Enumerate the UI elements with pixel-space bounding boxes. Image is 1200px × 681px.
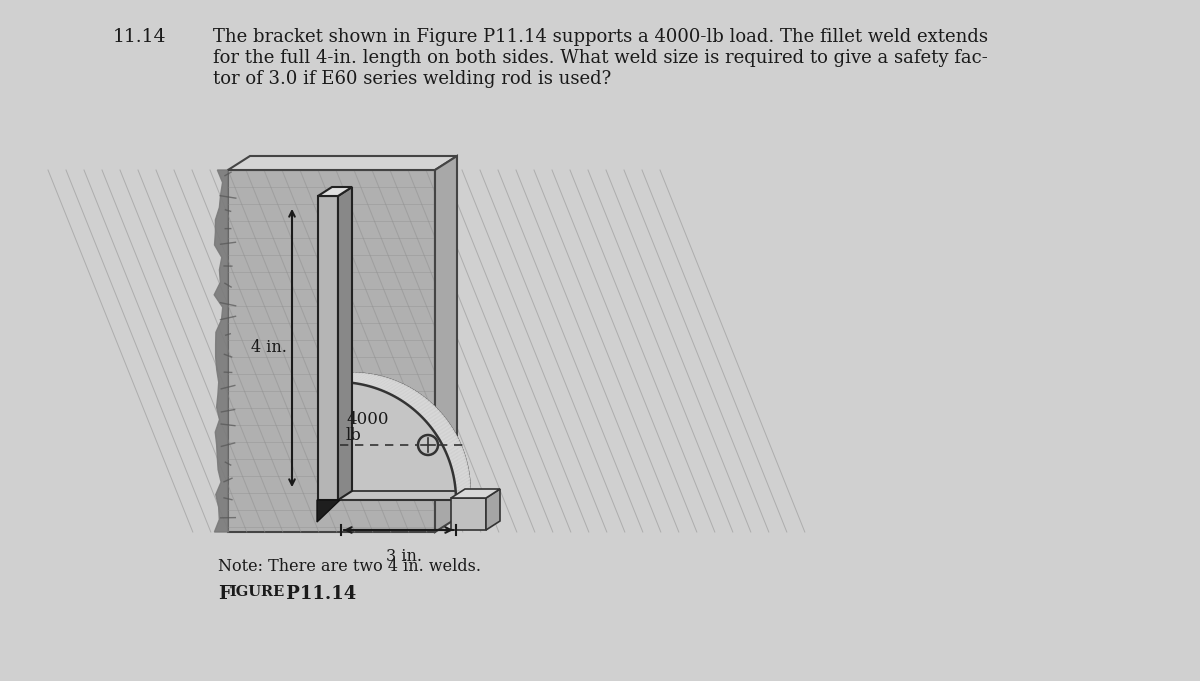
Polygon shape xyxy=(408,396,425,407)
Polygon shape xyxy=(354,374,371,383)
Polygon shape xyxy=(451,489,500,498)
Polygon shape xyxy=(350,374,367,383)
Text: 3 in.: 3 in. xyxy=(385,548,421,565)
Polygon shape xyxy=(455,475,469,488)
Polygon shape xyxy=(392,386,409,397)
Polygon shape xyxy=(425,411,440,422)
Polygon shape xyxy=(439,431,455,443)
Polygon shape xyxy=(413,400,430,411)
Polygon shape xyxy=(420,407,437,417)
Text: 11.14: 11.14 xyxy=(113,28,167,46)
Polygon shape xyxy=(449,451,464,463)
Polygon shape xyxy=(454,466,468,478)
Polygon shape xyxy=(450,454,464,466)
Polygon shape xyxy=(445,442,461,454)
Polygon shape xyxy=(352,373,470,491)
Polygon shape xyxy=(456,488,470,500)
Polygon shape xyxy=(376,379,392,389)
Polygon shape xyxy=(338,382,456,500)
Polygon shape xyxy=(362,376,380,385)
Polygon shape xyxy=(415,402,432,413)
Text: for the full 4-in. length on both sides. What weld size is required to give a sa: for the full 4-in. length on both sides.… xyxy=(214,49,988,67)
Polygon shape xyxy=(356,375,374,384)
Text: 4 in.: 4 in. xyxy=(251,340,287,356)
Polygon shape xyxy=(372,378,389,388)
Polygon shape xyxy=(455,479,469,490)
Text: F: F xyxy=(218,585,230,603)
Polygon shape xyxy=(401,391,418,402)
Polygon shape xyxy=(431,418,446,430)
Polygon shape xyxy=(436,156,457,532)
Polygon shape xyxy=(398,390,414,400)
Polygon shape xyxy=(366,377,383,386)
Polygon shape xyxy=(338,187,352,500)
Polygon shape xyxy=(443,437,458,448)
Polygon shape xyxy=(228,170,436,532)
Polygon shape xyxy=(395,387,412,398)
Text: The bracket shown in Figure P11.14 supports a 4000-lb load. The fillet weld exte: The bracket shown in Figure P11.14 suppo… xyxy=(214,28,988,46)
Polygon shape xyxy=(318,187,352,196)
Polygon shape xyxy=(344,373,361,382)
Polygon shape xyxy=(451,457,466,469)
Text: P11.14: P11.14 xyxy=(280,585,356,603)
Polygon shape xyxy=(454,469,468,481)
Polygon shape xyxy=(214,170,228,532)
Polygon shape xyxy=(338,373,355,382)
Polygon shape xyxy=(442,434,457,445)
Polygon shape xyxy=(318,196,338,500)
Polygon shape xyxy=(384,382,401,392)
Polygon shape xyxy=(437,426,452,437)
Polygon shape xyxy=(338,491,352,500)
Polygon shape xyxy=(317,500,340,522)
Polygon shape xyxy=(370,377,386,387)
Polygon shape xyxy=(455,472,469,484)
Text: 4000: 4000 xyxy=(346,411,389,428)
Polygon shape xyxy=(433,421,449,432)
Polygon shape xyxy=(438,428,454,440)
Polygon shape xyxy=(422,409,439,420)
Text: IGURE: IGURE xyxy=(229,585,284,599)
Polygon shape xyxy=(378,380,395,390)
Polygon shape xyxy=(406,394,422,405)
Polygon shape xyxy=(448,448,463,460)
Polygon shape xyxy=(418,405,434,415)
Polygon shape xyxy=(341,373,359,382)
Polygon shape xyxy=(444,439,460,452)
Text: Note: There are two 4 in. welds.: Note: There are two 4 in. welds. xyxy=(218,558,481,575)
Polygon shape xyxy=(386,383,403,394)
Polygon shape xyxy=(403,393,420,403)
Polygon shape xyxy=(410,398,427,409)
Polygon shape xyxy=(456,485,470,497)
Text: tor of 3.0 if E60 series welding rod is used?: tor of 3.0 if E60 series welding rod is … xyxy=(214,70,611,88)
Polygon shape xyxy=(451,498,486,530)
Polygon shape xyxy=(427,413,443,425)
Polygon shape xyxy=(228,156,457,170)
Polygon shape xyxy=(456,481,470,494)
Polygon shape xyxy=(452,460,467,472)
Polygon shape xyxy=(360,375,377,385)
Polygon shape xyxy=(486,489,500,530)
Polygon shape xyxy=(452,463,467,475)
Polygon shape xyxy=(428,415,445,427)
Polygon shape xyxy=(380,381,398,392)
Polygon shape xyxy=(434,423,450,434)
Text: lb: lb xyxy=(346,428,362,445)
Polygon shape xyxy=(390,385,407,395)
Polygon shape xyxy=(446,445,462,457)
Polygon shape xyxy=(348,373,365,383)
